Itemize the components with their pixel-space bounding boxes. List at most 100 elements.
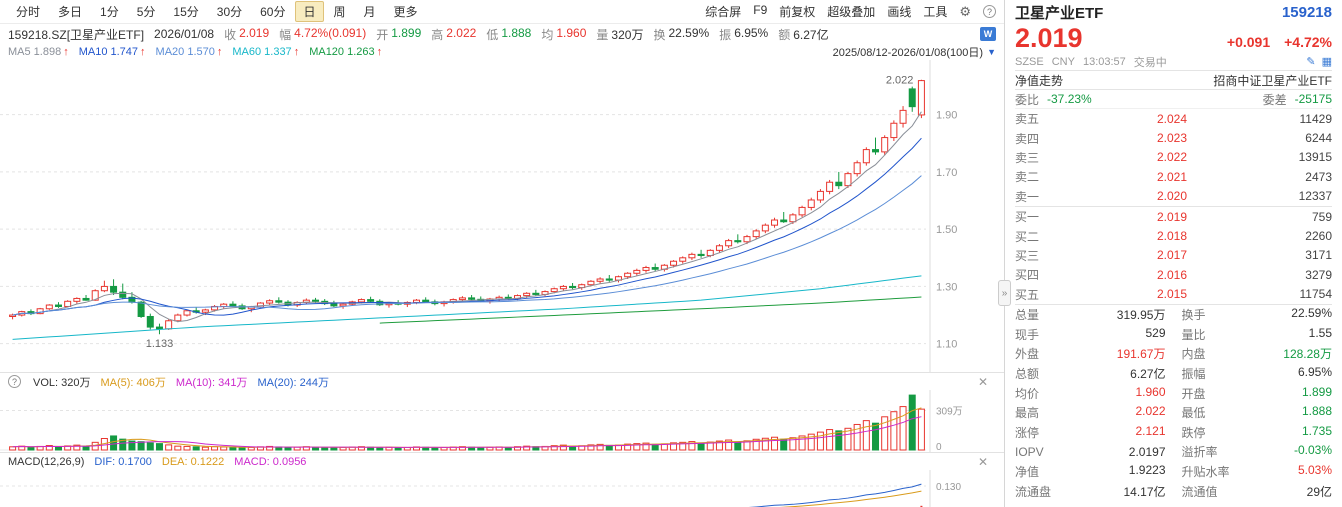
svg-text:1.90: 1.90 (936, 110, 957, 122)
vol-MA10: MA(10): 341万 (175, 376, 248, 389)
stat-row: IOPV 2.0197 溢折率 -0.03% (1015, 442, 1332, 462)
volume-help-icon[interactable]: ? (8, 375, 21, 388)
macd-MACD12269: MACD(12,26,9) (8, 455, 85, 468)
panel-title-row: 卫星产业ETF 159218 (1015, 2, 1332, 23)
svg-text:309万: 309万 (936, 407, 963, 418)
tab-月[interactable]: 月 (363, 5, 376, 19)
tab-5分[interactable]: 5分 (136, 5, 156, 19)
stat-内盘: 内盘 128.28万 (1181, 347, 1333, 362)
stat-row: 现手 529 量比 1.55 (1015, 325, 1332, 345)
stat-总额: 总额 6.27亿 (1015, 366, 1166, 381)
stat-row: 净值 1.9223 升贴水率 5.03% (1015, 462, 1332, 482)
orderbook-row-买一[interactable]: 买一 2.019 759 (1015, 209, 1332, 225)
candlestick-chart[interactable]: 1.90 1.70 1.50 1.30 1.10 2.022 1.133 (0, 60, 1005, 372)
macd-chart[interactable]: 0.130 (0, 470, 1005, 507)
fund-full-name: 招商中证卫星产业ETF (1213, 73, 1332, 88)
volume-indicator-values: VOL: 320万 MA(5): 406万 MA(10): 341万 MA(20): … (33, 374, 329, 390)
range-dropdown-icon[interactable]: ▼ (987, 47, 996, 57)
info-field-振: 振 6.95% (719, 25, 769, 42)
tab-周[interactable]: 周 (333, 5, 346, 19)
info-field-额: 额 6.27亿 (778, 27, 829, 42)
tab-多日[interactable]: 多日 (58, 5, 83, 19)
weibi-value: -37.23% (1047, 92, 1092, 106)
volume-close-icon[interactable]: ✕ (977, 374, 988, 389)
up-arrow-icon: ↑ (140, 46, 146, 58)
menu-画线[interactable]: 画线 (887, 5, 912, 19)
tab-15分[interactable]: 15分 (173, 5, 199, 19)
menu-超级叠加[interactable]: 超级叠加 (827, 5, 876, 19)
bid-levels: 买一 2.019 759 买二 2.018 2260 买三 2.017 3171 买四 2.016 3… (1015, 205, 1332, 304)
stat-开盘: 开盘 1.899 (1181, 384, 1333, 401)
help-icon[interactable]: ? (983, 5, 996, 18)
stat-row: 流通盘 14.17亿 流通值 29亿 (1015, 481, 1332, 501)
tab-更多[interactable]: 更多 (393, 5, 418, 19)
info-field-均: 均 1.960 (541, 25, 587, 42)
info-bar: 159218.SZ[卫星产业ETF] 2026/01/08 收 2.019 幅 4.7… (0, 24, 1004, 44)
quote-panel: 卫星产业ETF 159218 2.019 +0.091 +4.72% SZSE … (1005, 0, 1342, 507)
tab-分时[interactable]: 分时 (16, 5, 41, 19)
info-field-高: 高 2.022 (431, 25, 477, 42)
macd-indicator-values: MACD(12,26,9) DIF: 0.1700 DEA: 0.1222 MACD:… (8, 456, 306, 468)
board-icon[interactable]: ▦ (1321, 56, 1332, 68)
tab-1分[interactable]: 1分 (100, 5, 119, 19)
svg-text:1.133: 1.133 (146, 338, 174, 350)
price-row: 2.019 +0.091 +4.72% (1015, 23, 1332, 53)
gear-icon[interactable]: ⚙ (959, 3, 971, 19)
currency-label: CNY (1051, 55, 1075, 68)
trading-status: 交易中 (1133, 56, 1167, 69)
info-field-收: 收 2.019 (224, 25, 270, 42)
info-field-开: 开 1.899 (376, 25, 422, 42)
weicha-value: -25175 (1294, 92, 1332, 106)
info-field-量: 量 320万 (596, 27, 644, 42)
stat-振幅: 振幅 6.95% (1181, 364, 1333, 381)
up-arrow-icon: ↑ (293, 46, 300, 58)
chart-region: 分时 多日 1分 5分 15分 30分 60分日周 月 更多 综合屏 F9 前复权 超级叠加 画线 工具 … (0, 0, 1011, 507)
panel-collapse-button[interactable]: » (998, 280, 1011, 306)
menu-前复权[interactable]: 前复权 (779, 5, 816, 19)
last-price: 2.019 (1015, 23, 1083, 53)
stat-row: 最高 2.022 最低 1.888 (1015, 403, 1332, 423)
ma-value-MA20: MA20 1.570 ↑ (155, 46, 223, 58)
orderbook-row-卖四[interactable]: 卖四 2.023 6244 (1015, 131, 1332, 146)
volume-chart[interactable]: 309万 0 (0, 390, 1005, 452)
tab-30分[interactable]: 30分 (216, 5, 243, 19)
stat-最高: 最高 2.022 (1015, 404, 1166, 421)
weibi-row: 委比 -37.23% 委差 -25175 (1015, 90, 1332, 109)
menu-工具[interactable]: 工具 (923, 5, 948, 19)
orderbook-row-卖三[interactable]: 卖三 2.022 13915 (1015, 150, 1332, 165)
orderbook-row-买五[interactable]: 买五 2.015 11754 (1015, 287, 1332, 302)
macd-DIF: DIF: 0.1700 (94, 455, 152, 468)
stat-row: 均价 1.960 开盘 1.899 (1015, 383, 1332, 403)
wencai-badge-icon[interactable]: W (980, 27, 996, 41)
macd-close-icon[interactable]: ✕ (977, 454, 988, 469)
date-range-label: 2025/08/12-2026/01/08(100日) (832, 47, 984, 59)
orderbook-row-卖一[interactable]: 卖一 2.020 12337 (1015, 189, 1332, 204)
orderbook-row-买二[interactable]: 买二 2.018 2260 (1015, 229, 1332, 244)
menu-综合屏[interactable]: 综合屏 (705, 5, 742, 19)
period-tabs: 分时 多日 1分 5分 15分 30分 60分日周 月 更多 (8, 1, 426, 22)
svg-text:2.022: 2.022 (886, 75, 914, 87)
price-change: +0.091 (1226, 34, 1271, 50)
weibi-label: 委比 (1015, 92, 1040, 107)
period-toolbar: 分时 多日 1分 5分 15分 30分 60分日周 月 更多 综合屏 F9 前复权 超级叠加 画线 工具 … (0, 0, 1004, 24)
tab-60分[interactable]: 60分 (260, 5, 286, 19)
orderbook-row-卖二[interactable]: 卖二 2.021 2473 (1015, 169, 1332, 185)
tab-日[interactable]: 日 (295, 1, 324, 22)
weicha-label: 委差 (1262, 92, 1287, 107)
up-arrow-icon: ↑ (216, 46, 223, 58)
menu-F9[interactable]: F9 (753, 3, 768, 17)
nav-trend-tab[interactable]: 净值走势 (1015, 73, 1064, 88)
toolbar-menu-items: 综合屏 F9 前复权 超级叠加 画线 工具 (705, 3, 947, 20)
ma-items: MA5 1.898 ↑ MA10 1.747 ↑ MA20 1.570 ↑ MA60 1.3… (8, 46, 382, 58)
stat-最低: 最低 1.888 (1181, 404, 1333, 421)
stat-row: 外盘 191.67万 内盘 128.28万 (1015, 344, 1332, 364)
edit-icon[interactable]: ✎ (1306, 56, 1316, 68)
stat-row: 总额 6.27亿 振幅 6.95% (1015, 364, 1332, 384)
fund-row: 净值走势 招商中证卫星产业ETF (1015, 70, 1332, 90)
orderbook-row-买三[interactable]: 买三 2.017 3171 (1015, 248, 1332, 263)
orderbook-row-买四[interactable]: 买四 2.016 3279 (1015, 267, 1332, 283)
svg-text:1.50: 1.50 (936, 224, 957, 236)
date-range: 2025/08/12-2026/01/08(100日) ▼ (833, 44, 996, 60)
stat-现手: 现手 529 (1015, 325, 1166, 342)
orderbook-row-卖五[interactable]: 卖五 2.024 11429 (1015, 111, 1332, 127)
